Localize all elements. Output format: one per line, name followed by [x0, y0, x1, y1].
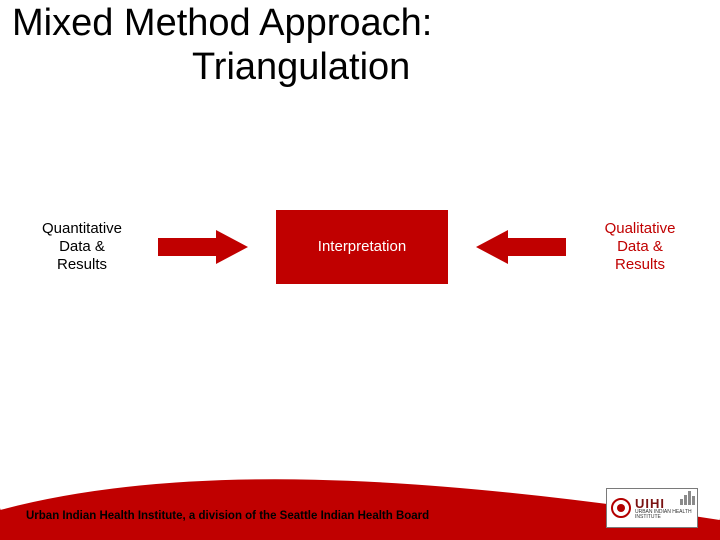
title-line-1: Mixed Method Approach:	[12, 2, 692, 46]
box-qualitative-line2: Data &	[617, 238, 663, 256]
box-interpretation: Interpretation	[276, 210, 448, 284]
box-quantitative: Quantitative Data & Results	[28, 210, 136, 284]
box-quantitative-line1: Quantitative	[42, 220, 122, 238]
box-interpretation-label: Interpretation	[318, 238, 406, 256]
logo-circle-icon	[611, 498, 631, 518]
arrow-left-to-center	[158, 230, 248, 264]
slide: Mixed Method Approach: Triangulation Qua…	[0, 0, 720, 540]
slide-footer: Urban Indian Health Institute, a divisio…	[0, 468, 720, 540]
logo-bars-icon	[680, 491, 695, 505]
arrow-left-icon	[476, 230, 566, 264]
box-qualitative-line1: Qualitative	[605, 220, 676, 238]
arrow-right-to-center	[476, 230, 566, 264]
slide-title: Mixed Method Approach: Triangulation	[12, 2, 692, 89]
box-qualitative: Qualitative Data & Results	[590, 210, 690, 284]
footer-attribution: Urban Indian Health Institute, a divisio…	[26, 510, 429, 522]
box-quantitative-line3: Results	[57, 256, 107, 274]
box-qualitative-line3: Results	[615, 256, 665, 274]
org-logo: UIHI URBAN INDIAN HEALTH INSTITUTE	[606, 488, 698, 528]
title-line-2: Triangulation	[12, 46, 692, 90]
arrow-right-icon	[158, 230, 248, 264]
logo-tagline: URBAN INDIAN HEALTH INSTITUTE	[635, 510, 693, 520]
box-quantitative-line2: Data &	[59, 238, 105, 256]
